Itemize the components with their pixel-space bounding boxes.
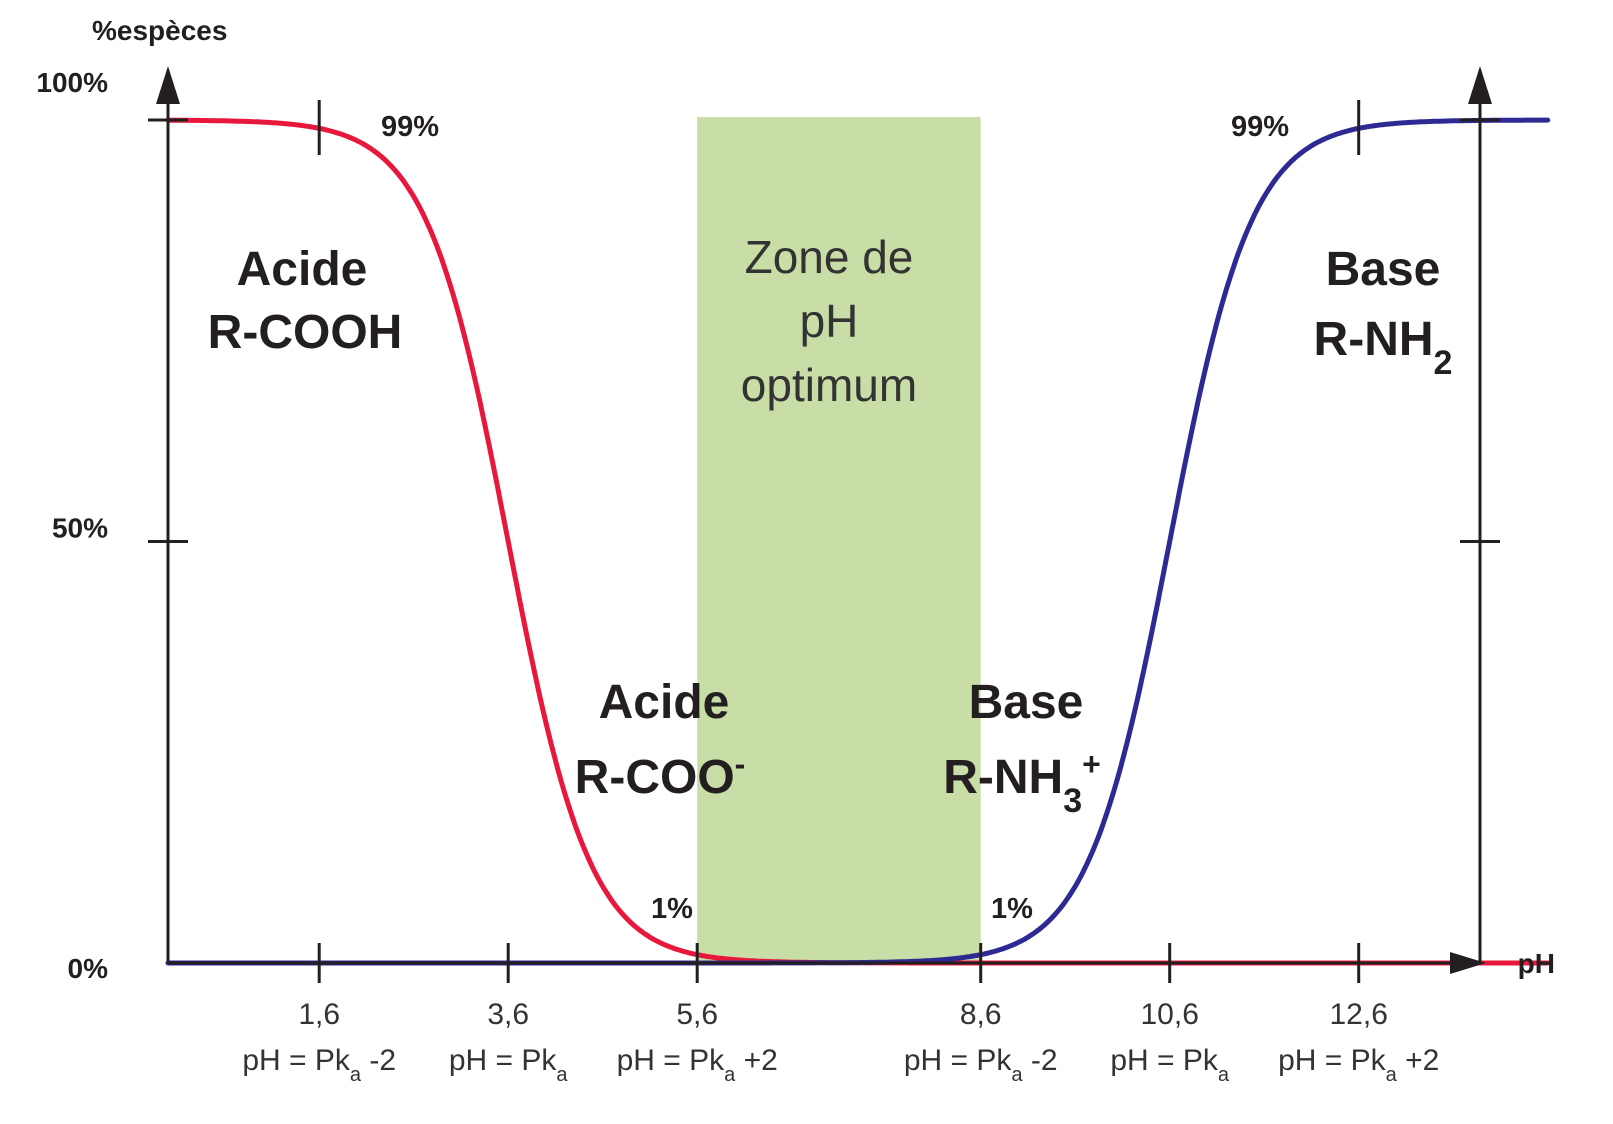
x-tick-label: 12,6 <box>1330 998 1388 1031</box>
y-axis-left-arrow <box>156 66 180 104</box>
x-tick-sublabel-text: pH = Pk <box>904 1044 1013 1077</box>
base-right-formula-subscript: 2 <box>1434 344 1453 382</box>
x-tick-sublabel: pH = Pka -2 <box>904 1044 1058 1086</box>
y-axis-right-arrow <box>1468 66 1492 104</box>
x-tick-label: 1,6 <box>298 998 340 1031</box>
base-mid-formula-text: R-NH <box>943 751 1063 804</box>
acid-left-formula: R-COOH <box>208 306 403 359</box>
acid-mid-formula-text: R-COO <box>575 751 735 804</box>
x-tick-sublabel-subscript: a <box>1011 1064 1023 1086</box>
x-axis-arrow <box>1450 952 1486 974</box>
x-tick-sublabel-text: pH = Pk <box>1110 1044 1219 1077</box>
base-1-label: 1% <box>991 893 1033 925</box>
x-tick-sublabel: pH = Pka <box>1110 1044 1230 1086</box>
base-right-name: Base <box>1326 243 1441 296</box>
x-tick-label: 8,6 <box>960 998 1002 1031</box>
x-tick-sublabel: pH = Pka -2 <box>242 1044 396 1086</box>
x-tick-sublabel-subscript: a <box>1386 1064 1398 1086</box>
base-mid-formula-subscript: 3 <box>1063 782 1082 820</box>
base-mid-formula-superscript: + <box>1082 746 1101 782</box>
x-tick-sublabel-text: pH = Pk <box>1278 1044 1387 1077</box>
x-tick-sublabel-text: pH = Pk <box>617 1044 726 1077</box>
base-right-formula: R-NH2 <box>1314 313 1453 382</box>
x-tick-sublabel-subscript: a <box>1218 1064 1230 1086</box>
x-tick-sublabel-text: pH = Pk <box>242 1044 351 1077</box>
x-tick-sublabel: pH = Pka +2 <box>617 1044 778 1086</box>
x-tick-sublabel-subscript: a <box>350 1064 362 1086</box>
x-tick-sublabel: pH = Pka +2 <box>1278 1044 1439 1086</box>
y-axis-title: %espèces <box>92 15 227 46</box>
optimum-zone-label: Zone de <box>745 231 914 283</box>
x-tick-label: 3,6 <box>487 998 529 1031</box>
base-mid-name: Base <box>969 676 1084 729</box>
optimum-zone-layer <box>697 117 981 963</box>
base-mid-formula: R-NH3+ <box>943 746 1101 820</box>
x-tick-sublabel: pH = Pka <box>449 1044 569 1086</box>
axis-layer <box>148 66 1500 983</box>
base-right-formula-text: R-NH <box>1314 313 1434 366</box>
x-tick-sublabel-suffix: +2 <box>735 1044 778 1077</box>
x-tick-sublabel-text: pH = Pk <box>449 1044 558 1077</box>
acid-99-label: 99% <box>381 111 439 143</box>
x-tick-label: 5,6 <box>676 998 718 1031</box>
x-tick-sublabel-subscript: a <box>724 1064 736 1086</box>
acid-mid-name: Acide <box>599 676 730 729</box>
y-tick-label: 0% <box>68 953 109 984</box>
x-tick-sublabel-suffix: +2 <box>1397 1044 1440 1077</box>
optimum-zone-label: optimum <box>741 359 917 411</box>
acid-mid-formula: R-COO- <box>575 746 746 804</box>
optimum-zone-band <box>697 117 981 963</box>
base-99-label: 99% <box>1231 111 1289 143</box>
optimum-zone-label: pH <box>800 295 859 347</box>
acid-1-label: 1% <box>651 893 693 925</box>
acid-left-name: Acide <box>237 243 368 296</box>
x-tick-sublabel-suffix: -2 <box>1023 1044 1058 1077</box>
y-tick-label: 100% <box>36 67 108 98</box>
acid-mid-formula-superscript: - <box>735 746 746 782</box>
x-axis-title: pH <box>1518 948 1555 979</box>
y-tick-label: 50% <box>52 513 108 544</box>
x-tick-label: 10,6 <box>1141 998 1199 1031</box>
x-tick-sublabel-subscript: a <box>556 1064 568 1086</box>
x-tick-sublabel-suffix: -2 <box>361 1044 396 1077</box>
